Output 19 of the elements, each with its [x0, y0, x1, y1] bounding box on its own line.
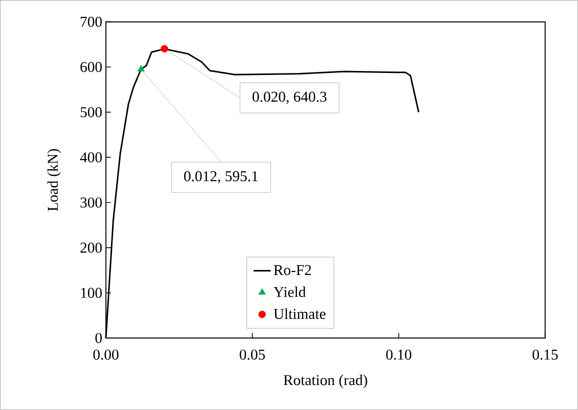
y-tick-label: 700 [80, 16, 102, 27]
y-tick-label: 200 [80, 242, 102, 253]
x-tick-label: 0.00 [93, 350, 118, 360]
y-tick-label: 400 [80, 152, 102, 162]
x-axis-title: Rotation (rad) [284, 374, 368, 388]
y-tick-label: 300 [80, 198, 102, 208]
x-tick-label: 0.15 [532, 350, 558, 360]
y-tick-label: 0 [95, 333, 102, 344]
x-tick-label: 0.10 [386, 350, 412, 360]
y-tick-label: 100 [81, 288, 102, 298]
y-tick-label: 500 [80, 107, 102, 118]
legend-label: Ro-F2 [274, 265, 311, 276]
x-tick-label: 0.05 [240, 350, 265, 360]
y-axis-title: Load (kN) [47, 149, 61, 212]
legend-label: Ultimate [274, 308, 326, 320]
y-tick-label: 600 [80, 62, 102, 72]
annotation: 0.020, 640.3 [252, 92, 326, 104]
annotation: 0.012, 595.1 [184, 171, 258, 184]
legend-label: Yield [274, 286, 306, 298]
